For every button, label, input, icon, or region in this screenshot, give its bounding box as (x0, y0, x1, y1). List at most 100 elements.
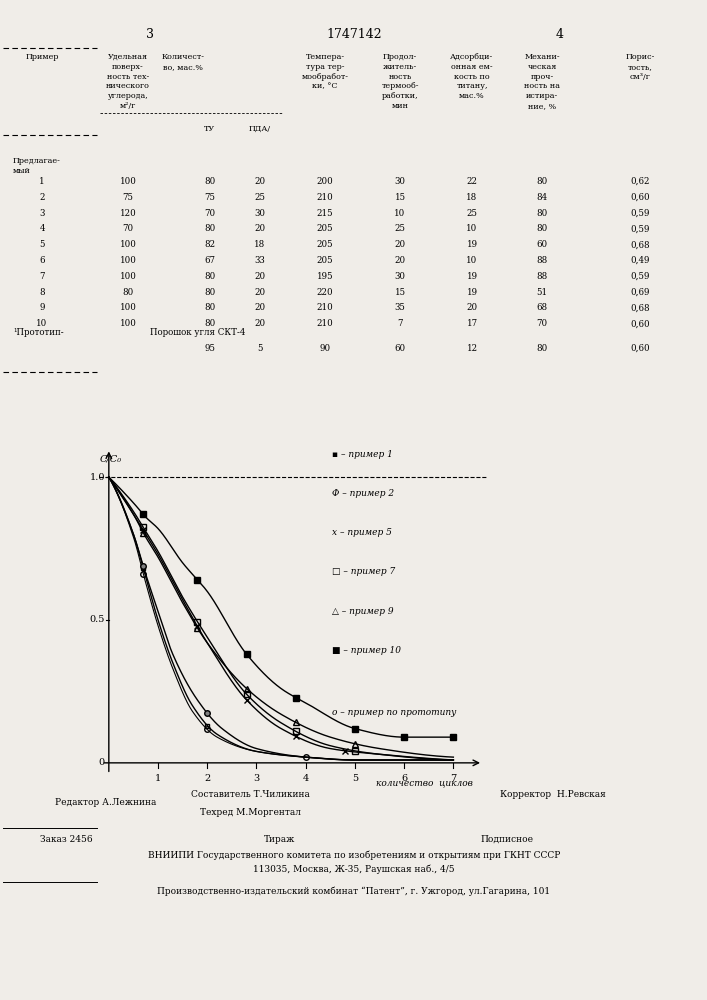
Text: Тираж: Тираж (264, 835, 296, 844)
Text: 82: 82 (204, 240, 216, 249)
Text: 25: 25 (255, 193, 266, 202)
Text: 0,68: 0,68 (630, 240, 650, 249)
Text: 100: 100 (119, 303, 136, 312)
Text: ТУ: ТУ (204, 125, 216, 133)
Text: 220: 220 (317, 288, 333, 297)
Text: 0: 0 (99, 758, 105, 767)
Text: 90: 90 (320, 344, 331, 353)
Text: 8: 8 (39, 288, 45, 297)
Text: 0,59: 0,59 (630, 224, 650, 233)
Text: 6: 6 (40, 256, 45, 265)
Text: 68: 68 (537, 303, 547, 312)
Text: o – пример по прототипу: o – пример по прототипу (332, 708, 457, 717)
Text: 4: 4 (556, 28, 564, 41)
Text: △ – пример 9: △ – пример 9 (332, 607, 394, 616)
Text: 80: 80 (204, 303, 216, 312)
Text: 4: 4 (303, 774, 309, 783)
Text: 10: 10 (467, 256, 478, 265)
Text: 3: 3 (253, 774, 259, 783)
Text: 195: 195 (317, 272, 333, 281)
Text: 19: 19 (467, 272, 477, 281)
Text: Темпера-
тура тер-
мообработ-
ки, °C: Темпера- тура тер- мообработ- ки, °C (301, 53, 349, 90)
Text: 10: 10 (395, 209, 406, 218)
Text: 88: 88 (537, 272, 548, 281)
Text: 70: 70 (537, 319, 547, 328)
Text: 80: 80 (204, 177, 216, 186)
Text: 70: 70 (122, 224, 134, 233)
Text: Производственно-издательский комбинат “Патент”, г. Ужгород, ул.Гагарина, 101: Производственно-издательский комбинат “П… (158, 887, 551, 896)
Text: 60: 60 (537, 240, 547, 249)
Text: 4: 4 (40, 224, 45, 233)
Text: количество  циклов: количество циклов (376, 779, 473, 788)
Text: 1: 1 (39, 177, 45, 186)
Text: 205: 205 (317, 224, 333, 233)
Text: 30: 30 (255, 209, 266, 218)
Text: Φ – пример 2: Φ – пример 2 (332, 489, 395, 498)
Text: 75: 75 (204, 193, 216, 202)
Text: 80: 80 (122, 288, 134, 297)
Text: 20: 20 (255, 224, 266, 233)
Text: 0,62: 0,62 (630, 177, 650, 186)
Text: 15: 15 (395, 288, 406, 297)
Text: 30: 30 (395, 272, 406, 281)
Text: Редактор А.Лежнина: Редактор А.Лежнина (55, 798, 156, 807)
Text: 5: 5 (257, 344, 263, 353)
Text: 3: 3 (40, 209, 45, 218)
Text: 20: 20 (467, 303, 477, 312)
Text: 2: 2 (40, 193, 45, 202)
Text: 60: 60 (395, 344, 406, 353)
Text: ¹Прототип-: ¹Прототип- (13, 328, 64, 337)
Text: 18: 18 (467, 193, 478, 202)
Text: Количест-
во, мас.%: Количест- во, мас.% (161, 53, 204, 71)
Text: 20: 20 (255, 303, 266, 312)
Text: 35: 35 (395, 303, 405, 312)
Text: 100: 100 (119, 256, 136, 265)
Text: 80: 80 (537, 209, 548, 218)
Text: 215: 215 (317, 209, 333, 218)
Text: 67: 67 (204, 256, 216, 265)
Text: 19: 19 (467, 240, 477, 249)
Text: 100: 100 (119, 177, 136, 186)
Text: 80: 80 (537, 344, 548, 353)
Text: Порошок угля СКТ-4: Порошок угля СКТ-4 (150, 328, 245, 337)
Text: 2: 2 (204, 774, 211, 783)
Text: ПДА/: ПДА/ (249, 125, 271, 133)
Text: 0,60: 0,60 (630, 344, 650, 353)
Text: 20: 20 (255, 272, 266, 281)
Text: 20: 20 (395, 256, 406, 265)
Text: 0,68: 0,68 (630, 303, 650, 312)
Text: 7: 7 (40, 272, 45, 281)
Text: 100: 100 (119, 319, 136, 328)
Text: 20: 20 (255, 177, 266, 186)
Text: 120: 120 (119, 209, 136, 218)
Text: □ – пример 7: □ – пример 7 (332, 568, 395, 576)
Text: 7: 7 (450, 774, 457, 783)
Text: x – пример 5: x – пример 5 (332, 528, 392, 537)
Text: Составитель Т.Чиликина: Составитель Т.Чиликина (191, 790, 310, 799)
Text: 3: 3 (146, 28, 154, 41)
Text: 0,60: 0,60 (630, 193, 650, 202)
Text: 0,49: 0,49 (630, 256, 650, 265)
Text: 18: 18 (255, 240, 266, 249)
Text: 15: 15 (395, 193, 406, 202)
Text: 20: 20 (255, 319, 266, 328)
Text: 1: 1 (155, 774, 161, 783)
Text: 210: 210 (317, 193, 334, 202)
Text: 20: 20 (395, 240, 406, 249)
Text: 20: 20 (255, 288, 266, 297)
Text: 25: 25 (467, 209, 477, 218)
Text: 12: 12 (467, 344, 477, 353)
Text: 205: 205 (317, 240, 333, 249)
Text: 5: 5 (40, 240, 45, 249)
Text: Заказ 2456: Заказ 2456 (40, 835, 93, 844)
Text: 51: 51 (537, 288, 547, 297)
Text: 10: 10 (467, 224, 478, 233)
Text: 6: 6 (401, 774, 407, 783)
Text: Адсорбци-
онная ем-
кость по
титану,
мас.%: Адсорбци- онная ем- кость по титану, мас… (450, 53, 493, 100)
Text: ВНИИПИ Государственного комитета по изобретениям и открытиям при ГКНТ СССР: ВНИИПИ Государственного комитета по изоб… (148, 850, 560, 859)
Text: 19: 19 (467, 288, 477, 297)
Text: Механи-
ческая
проч-
ность на
истира-
ние, %: Механи- ческая проч- ность на истира- ни… (524, 53, 560, 110)
Text: 7: 7 (397, 319, 403, 328)
Text: 30: 30 (395, 177, 406, 186)
Text: 33: 33 (255, 256, 265, 265)
